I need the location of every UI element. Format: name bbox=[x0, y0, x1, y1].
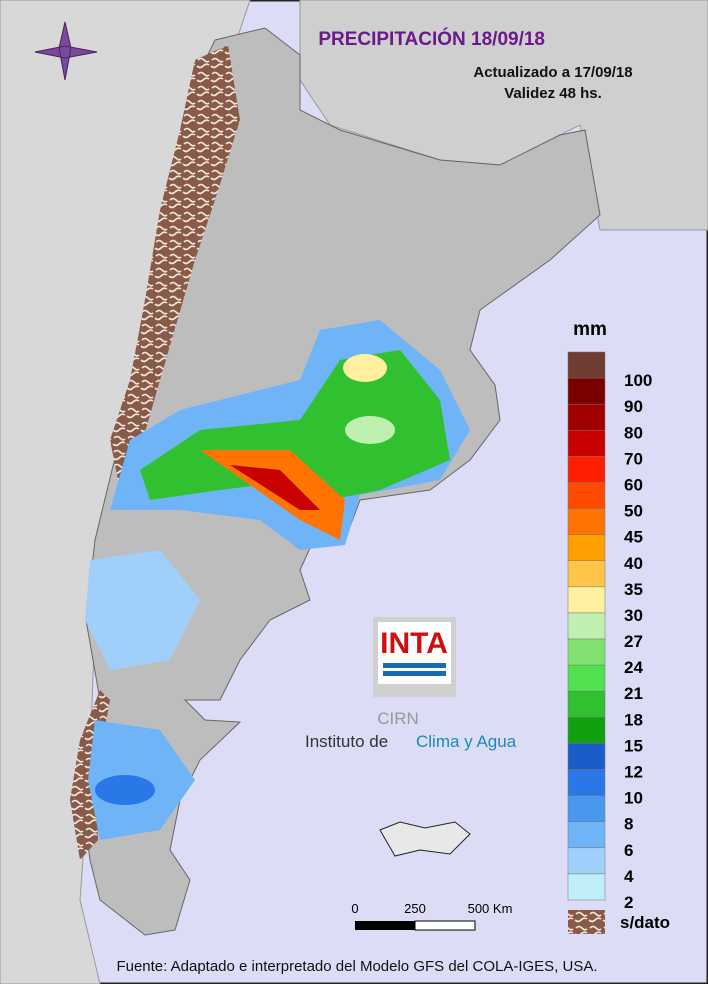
legend-label: 30 bbox=[624, 606, 643, 625]
legend-swatch bbox=[567, 534, 606, 562]
legend-swatch bbox=[567, 586, 606, 614]
legend-swatch bbox=[567, 743, 606, 770]
legend-label: 18 bbox=[624, 710, 643, 729]
legend-label: 70 bbox=[624, 449, 643, 468]
logo-sub: CIRN bbox=[377, 709, 419, 728]
precip-area bbox=[95, 775, 155, 805]
scale-bar bbox=[414, 920, 476, 931]
legend-swatch bbox=[567, 351, 606, 379]
legend-label: 80 bbox=[624, 423, 643, 442]
legend-swatch bbox=[567, 795, 606, 822]
footer: Fuente: Adaptado e interpretado del Mode… bbox=[116, 958, 597, 975]
scale-label: 500 Km bbox=[468, 901, 513, 916]
legend-swatch bbox=[567, 612, 606, 640]
compass bbox=[34, 21, 98, 81]
legend-swatch bbox=[567, 482, 606, 509]
logo-name: Instituto de bbox=[305, 732, 388, 751]
legend-swatch bbox=[567, 664, 606, 692]
legend-swatch bbox=[567, 560, 606, 588]
updated: Actualizado a 17/09/18 bbox=[473, 64, 632, 81]
logo-name: Clima y Agua bbox=[416, 732, 517, 751]
validity: Validez 48 hs. bbox=[504, 85, 602, 102]
legend-label: 50 bbox=[624, 502, 643, 521]
legend-swatch bbox=[567, 403, 606, 431]
legend-swatch bbox=[567, 821, 606, 849]
legend-swatch bbox=[567, 769, 606, 796]
legend-label: 27 bbox=[624, 632, 643, 651]
legend-swatch bbox=[567, 430, 606, 457]
precip-area bbox=[345, 416, 395, 444]
legend-swatch bbox=[567, 377, 606, 405]
legend-label: 35 bbox=[624, 580, 643, 599]
legend-label: 40 bbox=[624, 554, 643, 573]
legend-label: 60 bbox=[624, 475, 643, 494]
title: PRECIPITACIÓN 18/09/18 bbox=[318, 28, 545, 50]
legend-label: 90 bbox=[624, 397, 643, 416]
legend-swatch bbox=[567, 690, 606, 718]
legend: 100 90 80 70 60 50 45 40 35 30 27 24 21 18 15 12 10 8 6 4 2 bbox=[567, 351, 652, 912]
precip-area bbox=[230, 465, 320, 510]
logo-brand: INTA bbox=[380, 627, 448, 660]
legend-swatch bbox=[567, 456, 606, 483]
legend-label: 2 bbox=[624, 893, 633, 912]
legend-swatch bbox=[567, 717, 606, 744]
scale-label: 250 bbox=[404, 901, 426, 916]
legend-unit: mm bbox=[573, 319, 607, 340]
scale-label: 0 bbox=[351, 901, 358, 916]
legend-label: 15 bbox=[624, 736, 643, 755]
legend-swatch bbox=[567, 873, 606, 901]
legend-swatch bbox=[567, 847, 606, 875]
logo-stripe bbox=[383, 663, 446, 668]
scale-bar bbox=[355, 921, 415, 930]
legend-no-data-swatch bbox=[568, 910, 605, 934]
legend-label: 4 bbox=[624, 867, 634, 886]
legend-label: 45 bbox=[624, 528, 643, 547]
legend-label: 21 bbox=[624, 684, 643, 703]
legend-label: 100 bbox=[624, 371, 652, 390]
legend-no-data: s/dato bbox=[620, 913, 670, 932]
no-data-area bbox=[110, 45, 240, 480]
precip-area bbox=[343, 354, 387, 382]
legend-swatch bbox=[567, 508, 606, 535]
legend-swatch bbox=[567, 638, 606, 666]
islands bbox=[379, 821, 471, 857]
legend-label: 24 bbox=[624, 658, 643, 677]
legend-label: 10 bbox=[624, 789, 643, 808]
precip-area bbox=[85, 550, 200, 670]
logo-stripe bbox=[383, 671, 446, 676]
legend-label: 8 bbox=[624, 815, 633, 834]
legend-label: 12 bbox=[624, 763, 643, 782]
precip-area bbox=[200, 450, 345, 540]
legend-label: 6 bbox=[624, 841, 633, 860]
precip-area bbox=[140, 350, 450, 500]
